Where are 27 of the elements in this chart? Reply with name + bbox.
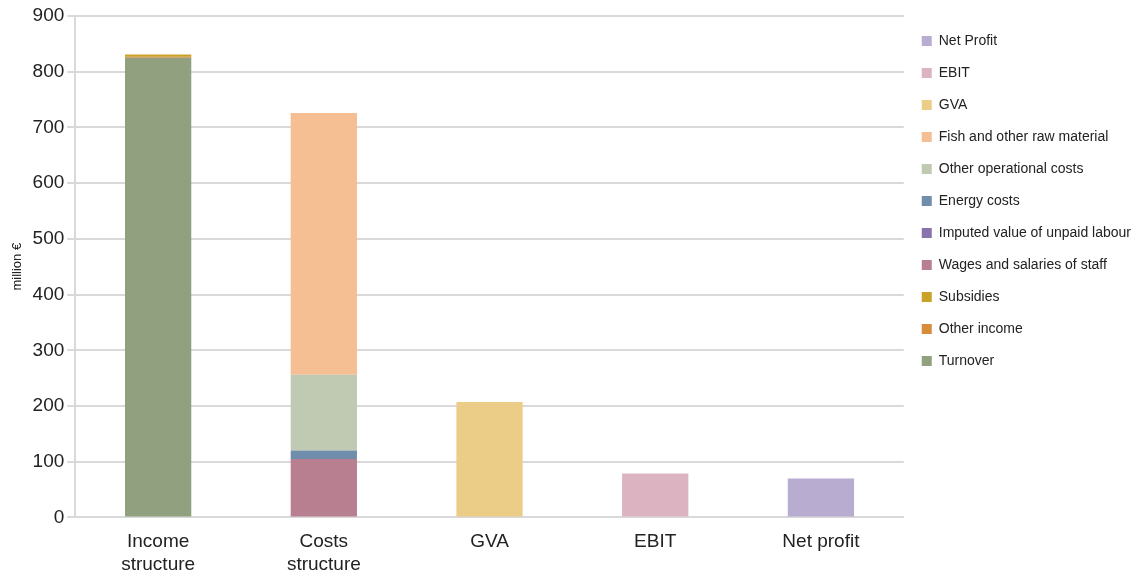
legend-label: Other income <box>938 319 1023 336</box>
y-tick-label: 500 <box>32 227 65 249</box>
y-tick-label: 700 <box>32 115 65 137</box>
x-tick-label: EBIT <box>634 530 677 552</box>
legend-label: Energy costs <box>938 191 1020 208</box>
y-axis-title: million € <box>9 242 25 291</box>
x-tick-label: Net profit <box>782 530 861 552</box>
y-tick-label: 800 <box>32 59 65 81</box>
x-tick-label: GVA <box>470 530 510 552</box>
legend-label: Fish and other raw material <box>938 127 1109 144</box>
y-tick-label: 900 <box>32 4 65 26</box>
y-tick-label: 100 <box>32 449 65 471</box>
y-tick-label: 300 <box>32 338 65 360</box>
legend-label: Other operational costs <box>938 159 1084 176</box>
legend-label: Net Profit <box>938 31 998 48</box>
legend-label: Imputed value of unpaid labour <box>938 223 1132 240</box>
y-tick-label: 200 <box>32 394 65 416</box>
x-tick-label: Income structure <box>121 530 196 574</box>
legend-label: Subsidies <box>938 287 1000 304</box>
legend-label: Turnover <box>938 351 995 368</box>
y-tick-label: 0 <box>53 505 65 527</box>
y-tick-label: 600 <box>32 171 65 193</box>
x-tick-label: Costs structure <box>286 530 361 574</box>
legend-label: GVA <box>938 95 968 112</box>
legend-label: Wages and salaries of staff <box>938 255 1107 272</box>
legend-label: EBIT <box>938 63 971 80</box>
y-tick-label: 400 <box>32 282 65 304</box>
